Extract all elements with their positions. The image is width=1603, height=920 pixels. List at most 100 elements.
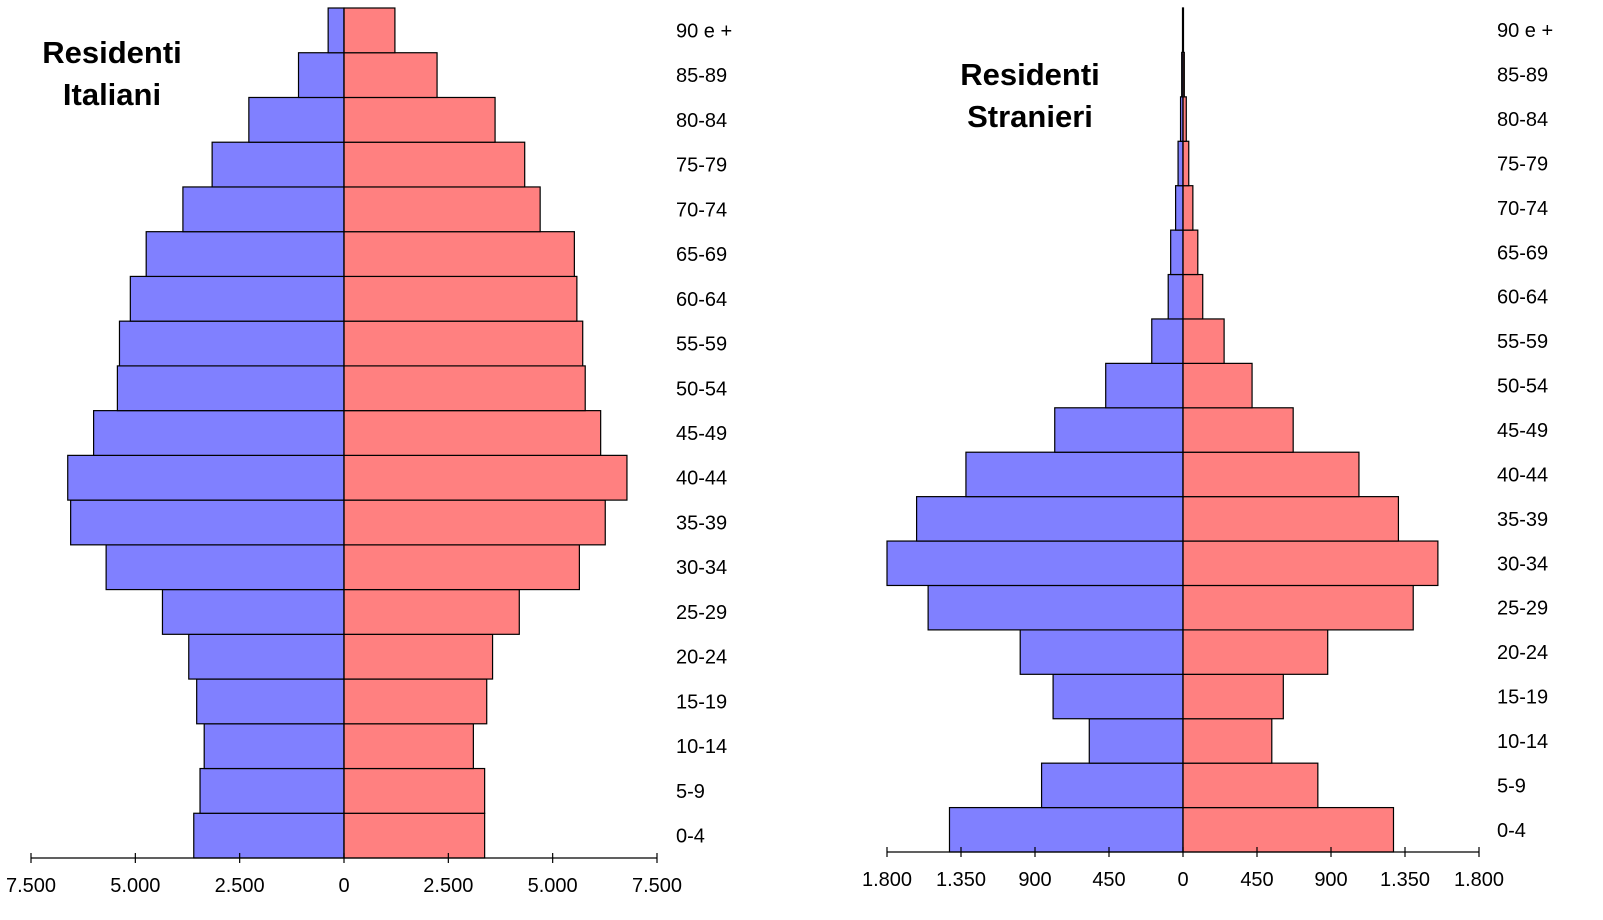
bar-right-10-14 <box>343 723 474 770</box>
age-group-label: 50-54 <box>1497 376 1548 398</box>
bar-left-15-19 <box>196 678 345 725</box>
age-group-label: 25-29 <box>676 602 727 624</box>
bar-right-45-49 <box>1182 407 1294 453</box>
bar-right-50-54 <box>343 365 586 412</box>
age-group-label: 70-74 <box>1497 198 1548 220</box>
chart-residenti-stranieri: 1.800 1.350 900 450 0 450 900 1.350 1.800 0-4 5-9 1… <box>840 0 1603 920</box>
bar-left-65-69 <box>1170 229 1184 276</box>
age-group-label: 15-19 <box>1497 687 1548 709</box>
bar-right-30-34 <box>1182 540 1439 587</box>
bar-left-10-14 <box>203 723 345 770</box>
age-group-label: 0-4 <box>676 826 705 848</box>
bar-left-25-29 <box>927 584 1184 631</box>
bar-right-5-9 <box>343 767 486 814</box>
bar-right-75-79 <box>1182 140 1190 187</box>
bar-left-75-79 <box>211 141 345 188</box>
age-group-label: 15-19 <box>676 691 727 713</box>
age-group-label: 40-44 <box>676 468 727 490</box>
x-tick-label: 0 <box>338 875 349 897</box>
bar-right-35-39 <box>343 499 606 546</box>
x-tick-label: 1.800 <box>1454 869 1504 891</box>
bar-left-80-84 <box>248 96 345 143</box>
bar-right-20-24 <box>1182 629 1329 675</box>
age-group-label: 80-84 <box>1497 109 1548 131</box>
bar-right-65-69 <box>1182 229 1199 276</box>
age-group-label: 70-74 <box>676 199 727 221</box>
bar-left-40-44 <box>67 454 345 501</box>
bar-left-60-64 <box>129 275 345 322</box>
bar-left-70-74 <box>1175 185 1184 231</box>
age-group-label: 10-14 <box>676 736 727 758</box>
age-group-label: 5-9 <box>676 781 705 803</box>
x-tick-label: 900 <box>1314 869 1347 891</box>
bar-right-60-64 <box>343 275 578 322</box>
pyramid-italiani-svg: 7.500 5.000 2.500 0 2.500 5.000 7.500 0-4 5-9 10-… <box>6 7 732 897</box>
x-tick-label: 1.350 <box>1380 869 1430 891</box>
bar-left-40-44 <box>965 451 1184 498</box>
bar-left-75-79 <box>1177 140 1184 187</box>
age-group-label: 50-54 <box>676 378 727 400</box>
bar-right-50-54 <box>1182 362 1253 409</box>
bar-left-10-14 <box>1088 718 1184 764</box>
bar-right-20-24 <box>343 633 494 680</box>
bar-right-10-14 <box>1182 718 1273 764</box>
x-tick-label: 450 <box>1240 869 1273 891</box>
age-group-label: 5-9 <box>1497 775 1526 797</box>
bar-left-35-39 <box>915 496 1184 542</box>
age-group-label: 85-89 <box>676 65 727 87</box>
age-group-label: 20-24 <box>676 647 727 669</box>
age-group-label: 30-34 <box>676 557 727 579</box>
chart-title-stranieri: Residenti Stranieri <box>960 57 1100 134</box>
bar-left-5-9 <box>1040 762 1184 809</box>
bar-right-0-4 <box>343 812 486 859</box>
bar-right-25-29 <box>343 588 520 635</box>
x-tick-label: 5.000 <box>110 875 160 897</box>
bar-left-25-29 <box>161 588 345 635</box>
age-group-label: 35-39 <box>676 512 727 534</box>
x-tick-label: 450 <box>1092 869 1125 891</box>
x-tick-label: 7.500 <box>6 875 56 897</box>
bar-left-30-34 <box>105 544 345 591</box>
bar-right-70-74 <box>343 186 541 233</box>
age-group-label: 75-79 <box>1497 153 1548 175</box>
bar-right-40-44 <box>1182 451 1360 498</box>
bar-right-85-89 <box>343 52 438 99</box>
bar-left-20-24 <box>1019 629 1184 675</box>
bar-left-90 e + <box>327 7 345 54</box>
age-group-label: 75-79 <box>676 155 727 177</box>
age-group-label: 40-44 <box>1497 464 1548 486</box>
bar-left-45-49 <box>92 410 345 456</box>
age-group-label: 90 e + <box>1497 20 1553 42</box>
age-group-label: 90 e + <box>676 20 732 42</box>
bar-left-50-54 <box>1105 362 1184 409</box>
x-tick-label: 900 <box>1018 869 1051 891</box>
bar-left-65-69 <box>145 231 345 278</box>
bar-right-55-59 <box>1182 318 1225 364</box>
age-group-label: 0-4 <box>1497 820 1526 842</box>
bar-right-0-4 <box>1182 806 1395 853</box>
x-tick-label: 1.800 <box>862 869 912 891</box>
bar-right-65-69 <box>343 231 575 278</box>
age-group-label: 55-59 <box>1497 331 1548 353</box>
age-group-label: 60-64 <box>1497 287 1548 309</box>
bar-left-55-59 <box>1151 318 1184 364</box>
x-tick-label: 1.350 <box>936 869 986 891</box>
bar-left-70-74 <box>182 186 345 233</box>
bar-right-5-9 <box>1182 762 1319 809</box>
x-tick-label: 7.500 <box>632 875 682 897</box>
bar-right-60-64 <box>1182 273 1204 320</box>
bar-right-25-29 <box>1182 584 1414 631</box>
bar-right-40-44 <box>343 454 628 501</box>
x-tick-label: 2.500 <box>423 875 473 897</box>
x-tick-label: 5.000 <box>528 875 578 897</box>
bar-right-80-84 <box>343 96 496 143</box>
bar-left-30-34 <box>886 540 1184 587</box>
age-group-label: 65-69 <box>1497 242 1548 264</box>
age-group-label: 85-89 <box>1497 65 1548 87</box>
bar-right-15-19 <box>1182 673 1284 720</box>
chart-residenti-italiani: 7.500 5.000 2.500 0 2.500 5.000 7.500 0-4 5-9 10-… <box>0 0 800 920</box>
pyramid-stranieri-svg: 1.800 1.350 900 450 0 450 900 1.350 1.800 0-4 5-9 1… <box>862 7 1553 891</box>
bar-left-15-19 <box>1052 673 1184 720</box>
age-group-label: 55-59 <box>676 334 727 356</box>
bar-left-0-4 <box>948 806 1184 853</box>
